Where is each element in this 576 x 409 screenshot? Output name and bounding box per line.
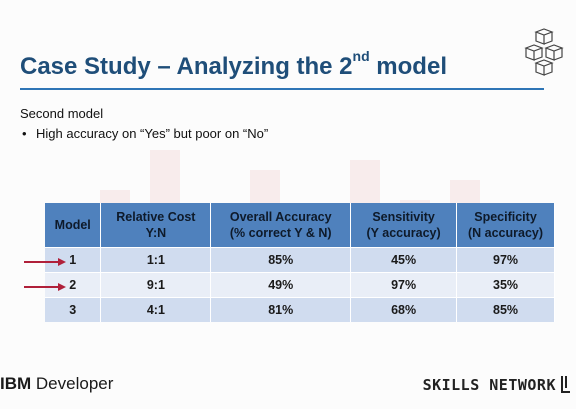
- cell-specificity: 85%: [456, 296, 555, 322]
- bullet-dot: •: [22, 126, 27, 141]
- cell-model: 2: [45, 271, 102, 297]
- bullet-item: • High accuracy on “Yes” but poor on “No”: [22, 126, 268, 141]
- cell-specificity: 97%: [456, 246, 555, 272]
- table-row: 1 1:1 85% 45% 97%: [45, 246, 555, 272]
- ibm-developer-logo: IBM Developer: [0, 374, 113, 394]
- header-sublabel: (N accuracy): [467, 225, 544, 240]
- arrow-right-icon: [24, 258, 66, 266]
- header-model: Model: [45, 203, 102, 247]
- stacked-cubes-icon: [524, 28, 564, 76]
- developer-wordmark: Developer: [31, 374, 114, 393]
- table-row: 3 4:1 81% 68% 85%: [45, 296, 555, 322]
- header-label: Model: [54, 217, 91, 232]
- header-specificity: Specificity (N accuracy): [456, 203, 555, 247]
- table-header-row: Model Relative Cost Y:N Overall Accuracy…: [45, 203, 555, 247]
- cell-cost: 9:1: [100, 271, 212, 297]
- header-sensitivity: Sensitivity (Y accuracy): [350, 203, 458, 247]
- skills-network-logo: SKILLS NETWORK: [422, 376, 556, 394]
- table-row: 2 9:1 49% 97% 35%: [45, 271, 555, 297]
- header-label: Sensitivity: [372, 209, 435, 224]
- header-sublabel: (Y accuracy): [366, 225, 441, 240]
- bullet-text: High accuracy on “Yes” but poor on “No”: [36, 126, 269, 141]
- cell-sensitivity: 97%: [350, 271, 458, 297]
- cell-overall: 49%: [210, 271, 352, 297]
- cell-cost: 1:1: [100, 246, 212, 272]
- slide-title: Case Study – Analyzing the 2nd model: [20, 48, 447, 81]
- title-superscript: nd: [352, 48, 370, 64]
- cell-specificity: 35%: [456, 271, 555, 297]
- title-prefix: Case Study – Analyzing the 2: [20, 53, 353, 80]
- header-relative-cost: Relative Cost Y:N: [100, 203, 212, 247]
- skills-network-mark-icon: [561, 376, 570, 393]
- header-label: Overall Accuracy: [229, 209, 332, 224]
- cell-sensitivity: 68%: [350, 296, 458, 322]
- header-overall-accuracy: Overall Accuracy (% correct Y & N): [210, 203, 352, 247]
- title-underline: [20, 88, 544, 90]
- model-comparison-table: Model Relative Cost Y:N Overall Accuracy…: [45, 203, 555, 322]
- cell-model: 3: [45, 296, 102, 322]
- cell-sensitivity: 45%: [350, 246, 458, 272]
- ibm-wordmark: IBM: [0, 374, 32, 393]
- header-label: Relative Cost: [116, 209, 196, 224]
- cell-model: 1: [45, 246, 102, 272]
- title-suffix: model: [369, 53, 447, 80]
- arrow-right-icon: [24, 283, 66, 291]
- cell-overall: 81%: [210, 296, 352, 322]
- cell-overall: 85%: [210, 246, 352, 272]
- header-sublabel: (% correct Y & N): [229, 225, 332, 240]
- header-sublabel: Y:N: [145, 225, 167, 240]
- header-label: Specificity: [474, 209, 537, 224]
- cell-cost: 4:1: [100, 296, 212, 322]
- subheading: Second model: [20, 106, 104, 121]
